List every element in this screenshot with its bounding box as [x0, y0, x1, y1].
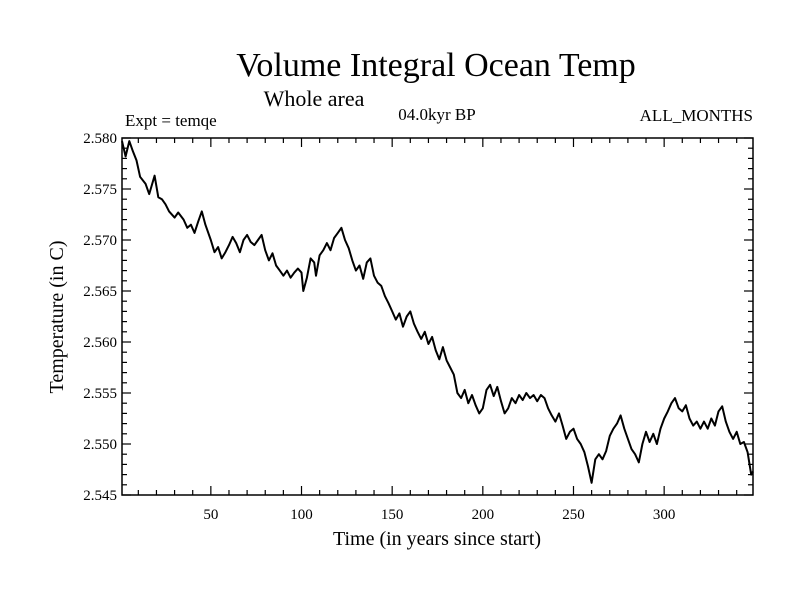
y-axis-tick-labels: 2.545 2.550 2.555 2.560 2.565 2.570 2.575 2.580 — [83, 131, 117, 504]
x-tick-label: 200 — [472, 507, 495, 523]
series-line — [121, 140, 754, 484]
chart-subtitle: Whole area — [264, 86, 365, 111]
y-axis-label: Temperature (in C) — [46, 241, 68, 394]
x-tick-label: 150 — [381, 507, 404, 523]
y-tick-label: 2.575 — [83, 182, 117, 198]
chart-title: Volume Integral Ocean Temp — [236, 47, 636, 84]
y-tick-label: 2.580 — [83, 131, 117, 147]
y-tick-label: 2.560 — [83, 335, 117, 351]
y-tick-label: 2.545 — [83, 488, 117, 504]
x-tick-label: 50 — [203, 507, 218, 523]
annotation-experiment: Expt = temqe — [125, 111, 217, 130]
x-axis-tick-labels: 50 100 150 200 250 300 — [203, 507, 675, 523]
annotation-months: ALL_MONTHS — [640, 106, 753, 125]
annotation-period: 04.0kyr BP — [398, 105, 475, 124]
x-tick-label: 300 — [653, 507, 676, 523]
x-axis-label: Time (in years since start) — [333, 528, 541, 550]
y-tick-label: 2.565 — [83, 284, 117, 300]
y-tick-label: 2.555 — [83, 386, 117, 402]
x-tick-label: 250 — [562, 507, 585, 523]
plot-frame — [121, 137, 754, 496]
y-tick-label: 2.570 — [83, 233, 117, 249]
y-tick-label: 2.550 — [83, 437, 117, 453]
x-tick-label: 100 — [290, 507, 313, 523]
x-axis-ticks — [137, 138, 738, 495]
